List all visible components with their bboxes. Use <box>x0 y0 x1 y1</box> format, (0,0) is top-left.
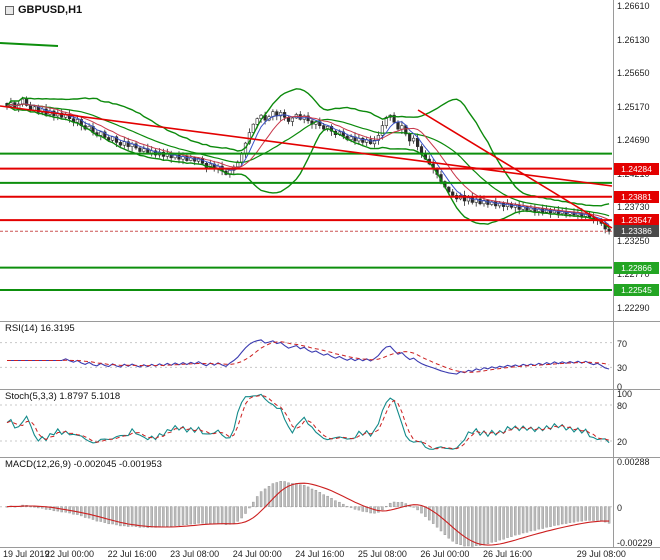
axis-label: 20 <box>617 437 628 447</box>
axis-separator <box>613 0 614 547</box>
chart-icon <box>5 5 14 15</box>
axis-label: 1.23730 <box>617 202 650 213</box>
stoch-label: Stoch(5,3,3) 1.8797 5.1018 <box>5 391 121 402</box>
price-badge: 1.22545 <box>614 284 659 296</box>
axis-label: 100 <box>617 389 633 399</box>
time-label: 23 Jul 08:00 <box>170 549 220 559</box>
axis-label: 1.24690 <box>617 135 650 146</box>
panel-separator[interactable] <box>0 389 660 390</box>
symbol-timeframe-label: GBPUSD,H1 <box>5 4 82 16</box>
price-badge: 1.22866 <box>614 261 659 274</box>
axis-label: 1.23250 <box>617 235 650 246</box>
time-label: 25 Jul 08:00 <box>357 549 407 559</box>
time-label: 24 Jul 16:00 <box>295 549 345 559</box>
time-label: 22 Jul 16:00 <box>107 549 157 559</box>
panel-separator <box>0 547 660 548</box>
time-label: 26 Jul 00:00 <box>420 549 470 559</box>
time-label: 29 Jul 08:00 <box>576 549 626 559</box>
symbol-text: GBPUSD,H1 <box>18 4 83 16</box>
axis-label: 70 <box>617 338 628 349</box>
panel-separator[interactable] <box>0 321 660 322</box>
axis-label: 1.22770 <box>617 269 650 280</box>
axis-label: 1.26610 <box>617 1 650 12</box>
price-badge: 1.23386 <box>614 225 659 238</box>
axis-label: 80 <box>617 401 628 411</box>
time-label: 26 Jul 16:00 <box>482 549 532 559</box>
axis-label: 30 <box>617 363 628 374</box>
axis-label: 0 <box>617 502 623 513</box>
time-label: 24 Jul 00:00 <box>232 549 282 559</box>
price-badge: 1.23547 <box>614 214 659 227</box>
axis-label: 1.26130 <box>617 34 650 45</box>
axis-label: 1.25170 <box>617 101 650 112</box>
axis-label: -0.00229 <box>617 538 653 548</box>
panel-separator[interactable] <box>0 457 660 458</box>
axis-label: 0.00288 <box>617 457 650 467</box>
axis-label: 1.22290 <box>617 302 650 313</box>
macd-label: MACD(12,26,9) -0.002045 -0.001953 <box>5 459 162 470</box>
axis-label: 1.25650 <box>617 68 650 79</box>
rsi-label: RSI(14) 16.3195 <box>5 323 75 334</box>
price-badge: 1.23881 <box>614 190 659 203</box>
axis-label: 0 <box>617 382 623 392</box>
time-label: 19 Jul 2019 <box>3 549 50 559</box>
price-badge: 1.24284 <box>614 162 659 175</box>
time-label: 22 Jul 00:00 <box>45 549 95 559</box>
